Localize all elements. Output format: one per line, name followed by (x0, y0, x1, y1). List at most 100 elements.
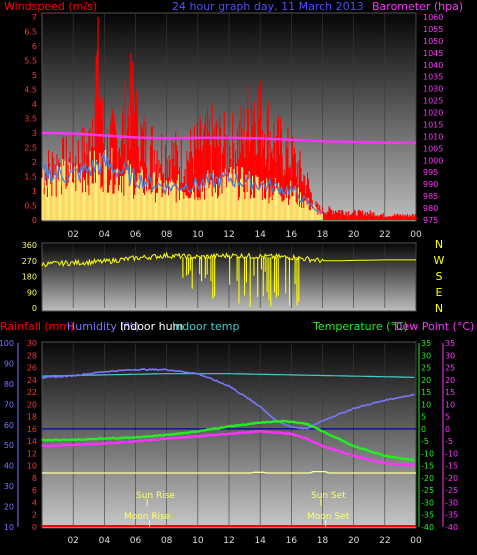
dewpoint-tick: -40 (445, 523, 458, 532)
rainfall-tick: 22 (27, 388, 37, 397)
windspeed-tick: 0.5 (24, 202, 37, 211)
temp-grid (42, 343, 417, 527)
temp-x-tick: 14 (254, 536, 266, 546)
dewpoint-tick: -35 (445, 511, 458, 520)
temp-x-tick: 12 (223, 536, 234, 546)
humidity-tick: 40 (4, 462, 14, 471)
barometer-label: Barometer (hpa) (372, 0, 463, 13)
windspeed-tick: 1 (32, 187, 37, 196)
barometer-tick: 985 (423, 192, 438, 201)
indoor-temp-label: Indoor temp (172, 320, 239, 333)
wind-x-tick: 00 (410, 230, 422, 240)
wind-series (41, 17, 417, 220)
barometer-tick: 980 (423, 204, 438, 213)
barometer-tick: 1050 (423, 37, 443, 46)
barometer-tick: 1030 (423, 85, 443, 94)
dewpoint-tick: 15 (445, 388, 455, 397)
temp-x-tick: 02 (67, 536, 78, 546)
wind-x-tick: 10 (192, 230, 204, 240)
temperature-tick: 35 (421, 339, 431, 348)
temperature-tick: -20 (421, 474, 434, 483)
dewpoint-tick: -5 (445, 437, 453, 446)
rainfall-tick: 12 (27, 449, 37, 458)
temp-x-tick: 20 (348, 536, 360, 546)
temp-x-tick: 08 (161, 536, 173, 546)
compass-label: E (436, 286, 443, 299)
windspeed-tick: 4.5 (24, 86, 37, 95)
dewpoint-tick: -20 (445, 474, 458, 483)
wind-x-tick: 14 (254, 230, 266, 240)
indoor-temp-line (42, 373, 415, 378)
dewpoint-tick: 0 (445, 425, 450, 434)
dewpoint-tick: 35 (445, 339, 455, 348)
humidity-tick: 30 (4, 482, 14, 491)
wind-x-tick: 04 (99, 230, 111, 240)
barometer-tick: 1015 (423, 120, 443, 129)
direction-tick: 90 (27, 288, 37, 297)
dewpoint-tick: 5 (445, 413, 450, 422)
rainfall-tick: 10 (27, 462, 37, 471)
barometer-tick: 1055 (423, 25, 443, 34)
temperature-tick: -5 (421, 437, 429, 446)
windspeed-tick: 1.5 (24, 173, 37, 182)
temp-x-tick: 18 (317, 536, 329, 546)
temperature-tick: -25 (421, 486, 434, 495)
dewpoint-tick: -15 (445, 462, 458, 471)
temp-x-axis: 02 04 06 08 10 12 14 16 18 20 22 00 (67, 536, 422, 546)
wind-x-tick: 06 (130, 230, 142, 240)
temp-x-tick: 10 (192, 536, 204, 546)
windspeed-tick: 4 (32, 100, 37, 109)
temp-x-tick: 16 (286, 536, 298, 546)
compass-label: N (435, 238, 443, 251)
temperature-line (41, 419, 415, 462)
wind-x-tick: 16 (286, 230, 298, 240)
compass-label: S (436, 270, 443, 283)
wind-x-tick: 02 (67, 230, 78, 240)
chart-title: 24 hour graph day, 11 March 2013 (172, 0, 364, 13)
rainfall-tick: 24 (27, 376, 37, 385)
temperature-tick: -35 (421, 511, 434, 520)
barometer-tick: 1025 (423, 97, 443, 106)
temperature-tick: 0 (421, 425, 426, 434)
dew-point-label: Dew Point (°C) (394, 320, 474, 333)
wind-x-tick: 22 (379, 230, 390, 240)
humidity-tick: 50 (4, 441, 14, 450)
barometer-tick: 990 (423, 180, 438, 189)
barometer-tick: 1060 (423, 13, 443, 22)
rainfall-tick: 4 (32, 498, 37, 507)
temperature-label: Temperature (°C) (312, 320, 408, 333)
direction-series (41, 251, 416, 308)
rainfall-tick: 18 (27, 413, 37, 422)
temp-x-tick: 00 (410, 536, 422, 546)
windspeed-label: Windspeed (m/s) (4, 0, 97, 13)
rainfall-tick: 6 (32, 486, 37, 495)
average-wind-line (41, 150, 324, 215)
windspeed-tick: 5 (32, 71, 37, 80)
rainfall-label: Rainfall (mm) (0, 320, 74, 333)
temp-x-tick: 06 (130, 536, 142, 546)
direction-axis: 0 90 180 270 360 (22, 241, 37, 313)
moon-rise-label: Moon Rise (124, 512, 171, 522)
barometer-tick: 1040 (423, 61, 443, 70)
dewpoint-tick: 30 (445, 351, 455, 360)
barometer-tick: 975 (423, 216, 438, 225)
temperature-tick: 20 (421, 376, 431, 385)
rain-trace-line (42, 470, 416, 474)
rainfall-tick: 20 (27, 400, 37, 409)
windspeed-tick: 3 (32, 129, 37, 138)
windspeed-tick: 7 (32, 13, 37, 22)
rainfall-tick: 8 (32, 474, 37, 483)
temperature-tick: 5 (421, 413, 426, 422)
wind-x-tick: 18 (317, 230, 329, 240)
dewpoint-tick: 20 (445, 376, 455, 385)
direction-tick: 270 (22, 257, 37, 266)
barometer-tick: 1010 (423, 132, 443, 141)
sun-set-label: Sun Set (311, 491, 346, 501)
humidity-line (41, 368, 415, 430)
dewpoint-tick: -25 (445, 486, 458, 495)
dew-point-line (41, 429, 415, 467)
temperature-tick: 30 (421, 351, 431, 360)
